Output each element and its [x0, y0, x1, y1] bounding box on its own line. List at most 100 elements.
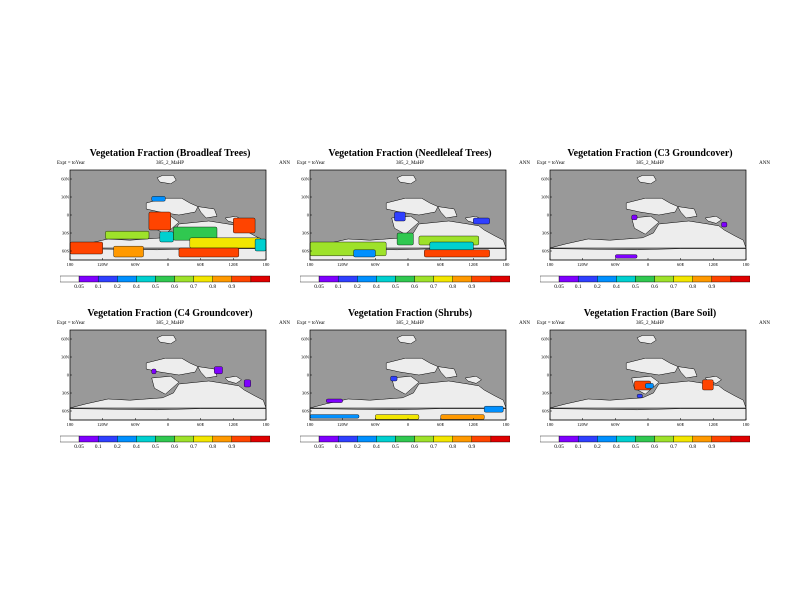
land-region: [636, 335, 657, 345]
lon-tick-label: 180: [263, 262, 270, 267]
lat-tick-label: 60N: [61, 177, 70, 182]
colorbar-swatch: [540, 435, 560, 443]
lon-tick-label: 0: [407, 262, 410, 267]
colorbar-swatch: [711, 275, 732, 283]
land-region: [197, 366, 218, 379]
panel-c3-groundcover: Vegetation Fraction (C3 Groundcover) Exp…: [530, 148, 780, 308]
colorbar-swatch: [337, 435, 358, 443]
lat-tick-label: 60S: [302, 409, 310, 414]
data-cell: [721, 222, 728, 228]
lat-tick-label: 60N: [541, 337, 550, 342]
colorbar-swatch: [318, 435, 339, 443]
colorbar-swatch: [452, 435, 473, 443]
colorbar-label: 0.05: [314, 284, 324, 290]
panel-title: Vegetation Fraction (Broadleaf Trees): [89, 148, 251, 159]
colorbar-swatch: [616, 435, 636, 443]
land-region: [309, 380, 507, 409]
lat-tick-label: 30S: [542, 391, 550, 396]
land-region: [704, 215, 722, 224]
panel-needleleaf-trees: Vegetation Fraction (Needleleaf Trees) E…: [290, 148, 540, 308]
colorbar-swatch: [78, 435, 99, 443]
colorbar-swatch: [692, 275, 713, 283]
colorbar-swatch: [117, 275, 137, 283]
colorbar-swatch: [490, 435, 510, 443]
lat-tick-label: 0: [547, 213, 550, 218]
colorbar-swatch: [117, 435, 137, 443]
season-label: ANN: [279, 161, 290, 166]
case-label: 385_2_MaHP: [155, 321, 185, 326]
lat-tick-label: 30S: [302, 391, 310, 396]
colorbar-label: 0.4: [133, 444, 140, 450]
colorbar-swatch: [136, 435, 156, 443]
land-region: [224, 375, 242, 384]
colorbar-label: 0.2: [354, 444, 361, 450]
lon-tick-label: 60W: [131, 262, 141, 267]
land-region: [677, 366, 698, 379]
colorbar: 0.05 0.1 0.2 0.4 0.5 0.6 0.7 0.8 0.9: [540, 435, 750, 450]
colorbar-swatch: [635, 275, 655, 283]
lon-tick-label: 120W: [577, 262, 589, 267]
colorbar-label: 0.4: [373, 444, 380, 450]
colorbar-swatch: [174, 275, 194, 283]
map-plot: 60N 30N 0 30S 60S 180 120W 60W 0 60E 120E 180: [61, 329, 270, 427]
colorbar-swatch: [231, 275, 252, 283]
colorbar-label: 0.4: [133, 284, 140, 290]
colorbar-label: 0.8: [689, 284, 696, 290]
colorbar-swatch: [577, 275, 598, 283]
colorbar-label: 0.7: [430, 444, 437, 450]
lat-tick-label: 0: [307, 213, 310, 218]
data-cell: [254, 238, 267, 252]
lon-tick-label: 0: [647, 262, 650, 267]
panel-shrubs: Vegetation Fraction (Shrubs) Expt = toYe…: [290, 308, 540, 468]
colorbar-label: 0.6: [651, 444, 658, 450]
colorbar-label: 0.2: [114, 284, 121, 290]
colorbar-label: 0.6: [411, 444, 418, 450]
colorbar-label: 0.1: [575, 444, 582, 450]
land-region: [549, 220, 747, 249]
colorbar-swatch: [212, 275, 233, 283]
colorbar-label: 0.5: [152, 284, 159, 290]
data-cell: [353, 249, 376, 258]
colorbar-swatch: [376, 275, 396, 283]
lon-tick-label: 60E: [437, 262, 445, 267]
experiment-label: Expt = toYear: [537, 161, 565, 166]
colorbar-swatch: [711, 435, 732, 443]
colorbar-label: 0.5: [632, 444, 639, 450]
data-cell: [309, 414, 360, 419]
panel-title: Vegetation Fraction (Bare Soil): [583, 308, 717, 319]
land-region: [636, 175, 657, 185]
lon-tick-label: 120W: [97, 262, 109, 267]
colorbar-swatch: [300, 435, 320, 443]
data-cell: [390, 376, 398, 382]
lon-tick-label: 120W: [337, 422, 349, 427]
colorbar-label: 0.5: [392, 284, 399, 290]
season-label: ANN: [519, 321, 530, 326]
colorbar-swatch: [231, 435, 252, 443]
land-region: [385, 357, 439, 376]
lat-tick-label: 60S: [542, 249, 550, 254]
colorbar-swatch: [357, 435, 377, 443]
colorbar: 0.05 0.1 0.2 0.4 0.5 0.6 0.7 0.8 0.9: [60, 435, 270, 450]
panel-c4-groundcover: Vegetation Fraction (C4 Groundcover) Exp…: [50, 308, 300, 468]
lon-tick-label: 180: [547, 422, 555, 427]
colorbar-label: 0.4: [613, 284, 620, 290]
lon-tick-label: 60W: [611, 262, 621, 267]
lat-tick-label: 0: [67, 213, 70, 218]
colorbar-swatch: [558, 275, 579, 283]
data-cell: [69, 241, 103, 255]
season-label: ANN: [759, 321, 770, 326]
colorbar: 0.05 0.1 0.2 0.4 0.5 0.6 0.7 0.8 0.9: [540, 275, 750, 290]
case-label: 385_2_MaHP: [155, 161, 185, 166]
colorbar-swatch: [490, 275, 510, 283]
panel-bare-soil: Vegetation Fraction (Bare Soil) Expt = t…: [530, 308, 780, 468]
data-cell: [326, 398, 343, 403]
data-cell: [151, 196, 166, 202]
colorbar-label: 0.1: [95, 284, 102, 290]
lat-tick-label: 30N: [61, 195, 70, 200]
colorbar-swatch: [97, 435, 118, 443]
lon-tick-label: 120E: [709, 422, 719, 427]
colorbar-swatch: [174, 435, 194, 443]
lon-tick-label: 180: [743, 262, 750, 267]
lon-tick-label: 60E: [197, 262, 205, 267]
colorbar-label: 0.4: [613, 444, 620, 450]
